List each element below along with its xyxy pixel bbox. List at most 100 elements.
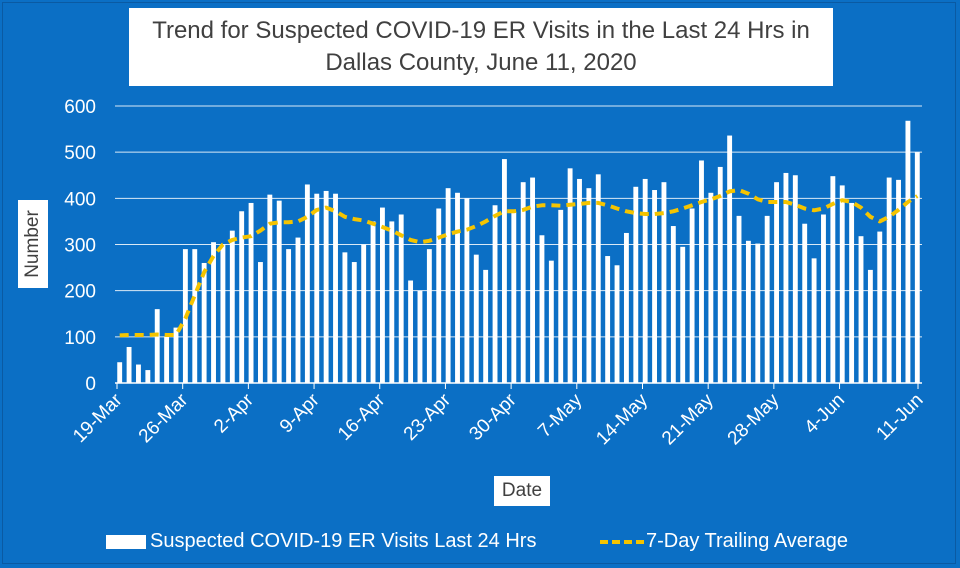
bar bbox=[229, 230, 235, 383]
bar bbox=[342, 252, 348, 383]
bar bbox=[511, 212, 517, 383]
bar bbox=[680, 246, 686, 383]
x-tick-label: 7-May bbox=[534, 389, 587, 442]
bar bbox=[455, 192, 460, 383]
bar bbox=[867, 269, 873, 383]
bar bbox=[689, 208, 695, 383]
legend-item-average[interactable]: 7-Day Trailing Average bbox=[600, 530, 848, 553]
bar bbox=[473, 254, 479, 383]
bar bbox=[408, 280, 414, 383]
bar bbox=[914, 152, 920, 383]
bar bbox=[398, 214, 404, 383]
legend-label-average: 7-Day Trailing Average bbox=[646, 530, 848, 552]
bar bbox=[145, 370, 151, 383]
bar bbox=[783, 172, 789, 383]
bar bbox=[896, 179, 901, 383]
bar bbox=[483, 269, 489, 383]
average-line bbox=[119, 188, 919, 338]
bar bbox=[567, 168, 573, 383]
bar bbox=[211, 242, 216, 383]
bar bbox=[436, 208, 442, 383]
bar bbox=[154, 309, 160, 383]
bar bbox=[830, 176, 836, 383]
x-tick-label: 21-May bbox=[658, 389, 718, 449]
bar bbox=[764, 215, 770, 383]
bar bbox=[295, 237, 301, 383]
bar bbox=[670, 226, 676, 383]
bar bbox=[539, 235, 545, 383]
x-tick-label: 14-May bbox=[592, 389, 652, 449]
bar bbox=[286, 249, 292, 383]
bar bbox=[501, 159, 507, 383]
bar bbox=[351, 262, 357, 383]
bar bbox=[755, 243, 761, 383]
bar bbox=[905, 120, 911, 384]
bar bbox=[745, 240, 751, 383]
bar bbox=[389, 221, 395, 383]
x-tick-label: 23-Apr bbox=[400, 389, 456, 445]
bar bbox=[220, 244, 226, 383]
bar bbox=[426, 249, 432, 383]
bar bbox=[136, 364, 141, 383]
y-tick-label: 0 bbox=[85, 374, 96, 395]
chart-legend: Suspected COVID-19 ER Visits Last 24 Hrs… bbox=[0, 530, 960, 556]
bar bbox=[267, 194, 273, 383]
chart-title: Trend for Suspected COVID-19 ER Visits i… bbox=[129, 8, 833, 86]
bar bbox=[370, 221, 376, 383]
x-tick-label: 11-Jun bbox=[873, 390, 928, 445]
bar bbox=[623, 232, 629, 383]
bar bbox=[239, 211, 245, 383]
bar bbox=[379, 207, 385, 383]
bar bbox=[323, 190, 329, 383]
legend-item-bars[interactable]: Suspected COVID-19 ER Visits Last 24 Hrs bbox=[106, 530, 536, 553]
bar bbox=[595, 174, 601, 383]
bar bbox=[520, 182, 526, 383]
legend-swatch-bars bbox=[106, 534, 146, 549]
bar bbox=[548, 260, 554, 383]
bar bbox=[821, 214, 826, 383]
x-tick-label: 19-Mar bbox=[69, 389, 127, 447]
bar bbox=[445, 188, 451, 383]
bar bbox=[192, 249, 198, 383]
bar bbox=[839, 185, 845, 383]
bar bbox=[652, 190, 658, 383]
bar bbox=[802, 223, 808, 383]
bar bbox=[774, 182, 779, 383]
legend-swatch-average bbox=[600, 535, 644, 549]
bar bbox=[727, 135, 733, 383]
x-tick-label: 9-Apr bbox=[276, 389, 324, 437]
bar bbox=[717, 166, 723, 383]
bar bbox=[849, 202, 855, 383]
bar bbox=[614, 265, 620, 383]
bar bbox=[811, 258, 817, 383]
bar bbox=[164, 336, 170, 383]
bar bbox=[877, 231, 883, 383]
bar bbox=[886, 177, 892, 383]
bar bbox=[314, 193, 320, 383]
bar bbox=[248, 202, 254, 383]
bar bbox=[258, 262, 263, 383]
bar bbox=[117, 362, 123, 383]
x-axis-label: Date bbox=[494, 476, 550, 506]
bar bbox=[633, 186, 639, 383]
bar bbox=[173, 327, 179, 383]
bar bbox=[530, 177, 536, 383]
bar bbox=[417, 290, 423, 383]
bar bbox=[361, 244, 367, 383]
y-tick-label: 200 bbox=[64, 282, 96, 303]
y-tick-label: 100 bbox=[64, 328, 96, 349]
bar bbox=[736, 215, 742, 383]
y-tick-label: 500 bbox=[64, 143, 96, 164]
bar bbox=[276, 200, 282, 383]
x-tick-label: 28-May bbox=[724, 389, 784, 449]
x-tick-label: 26-Mar bbox=[135, 389, 193, 447]
chart-title-line-2: Dallas County, June 11, 2020 bbox=[325, 49, 637, 76]
x-tick-label: 16-Apr bbox=[334, 389, 390, 445]
y-tick-label: 400 bbox=[64, 189, 96, 210]
bar bbox=[708, 192, 714, 383]
x-tick-label: 4-Jun bbox=[801, 390, 849, 438]
bar bbox=[661, 182, 667, 383]
bar bbox=[605, 256, 611, 383]
